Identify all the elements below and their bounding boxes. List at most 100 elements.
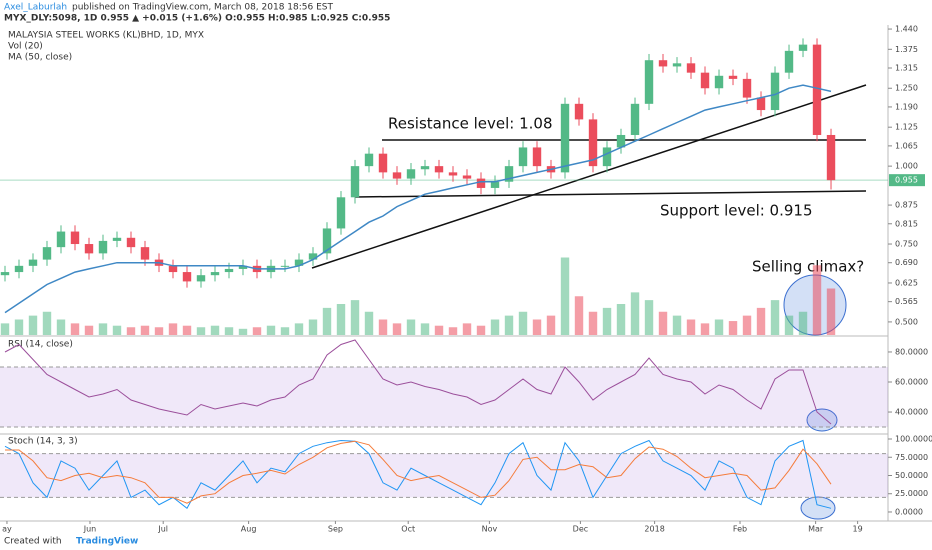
- x-tick-label: Nov: [482, 525, 498, 534]
- volume-bar: [252, 327, 262, 335]
- volume-bar: [490, 319, 500, 335]
- candle-body: [210, 272, 220, 276]
- last-price-label: 0.955: [895, 176, 918, 185]
- candle-body: [168, 265, 178, 273]
- candle-body: [476, 178, 486, 188]
- volume-bar: [658, 311, 668, 335]
- trend-line: [311, 84, 867, 269]
- volume-label: Vol (20): [8, 42, 43, 52]
- candle-body: [112, 237, 122, 241]
- candle-body: [448, 172, 458, 176]
- y-tick-label: 40.0000: [895, 408, 928, 417]
- volume-bar: [812, 265, 822, 335]
- volume-bar: [588, 311, 598, 335]
- author[interactable]: Axel_Laburlah: [4, 3, 67, 13]
- volume-bar: [560, 257, 570, 335]
- volume-bar: [798, 311, 808, 335]
- volume-bar: [322, 307, 332, 335]
- support-line: [354, 190, 867, 198]
- candle-body: [238, 265, 248, 269]
- stoch-line: [4, 439, 832, 510]
- volume-bar: [770, 300, 780, 335]
- x-tick-label: Oct: [401, 525, 415, 534]
- volume-bar: [728, 321, 738, 335]
- candle-body: [420, 166, 430, 170]
- candle-body: [826, 134, 836, 181]
- rsi-ellipse: [806, 408, 838, 432]
- volume-bar: [392, 323, 402, 335]
- stoch-label: Stoch (14, 3, 3): [8, 437, 78, 447]
- volume-bar: [280, 327, 290, 335]
- volume-bar: [70, 323, 80, 335]
- annotation: Support level: 0.915: [660, 202, 813, 220]
- volume-bar: [784, 315, 794, 335]
- candle-body: [504, 166, 514, 182]
- candle-body: [126, 237, 136, 248]
- candle-body: [742, 78, 752, 98]
- volume-bar: [700, 323, 710, 335]
- volume-bar: [112, 325, 122, 335]
- footer-created: Created with: [4, 537, 62, 547]
- volume-bar: [308, 319, 318, 335]
- volume-bar: [518, 311, 528, 335]
- volume-bar: [182, 325, 192, 335]
- candle-body: [630, 103, 640, 135]
- volume-bar: [210, 325, 220, 335]
- y-tick-label: 1.375: [895, 45, 918, 54]
- candle-body: [462, 175, 472, 179]
- y-tick-label: 1.315: [895, 63, 918, 72]
- y-tick-label: 80.0000: [895, 347, 928, 356]
- candle-body: [336, 197, 346, 229]
- last-price-badge: [889, 174, 925, 187]
- volume-bar: [168, 323, 178, 335]
- footer-brand[interactable]: TradingView: [76, 537, 138, 547]
- quote: MYX_DLY:5098, 1D 0.955 ▲ +0.015 (+1.6%) …: [4, 14, 390, 24]
- candle-body: [182, 272, 192, 282]
- y-tick-label: 1.065: [895, 141, 918, 150]
- volume-bar: [224, 327, 234, 335]
- candle-body: [28, 259, 38, 266]
- candle-body: [224, 268, 234, 273]
- volume-bar: [742, 315, 752, 335]
- stoch-ellipse: [800, 496, 836, 520]
- y-tick-label: 25.0000: [895, 489, 928, 498]
- y-tick-label: 0.0000: [895, 507, 923, 516]
- volume-bar: [350, 300, 360, 335]
- candle-body: [602, 147, 612, 167]
- volume-bar: [406, 319, 416, 335]
- candle-body: [308, 253, 318, 260]
- candle-body: [378, 153, 388, 173]
- candle-body: [532, 147, 542, 167]
- annotation: Selling climax?: [752, 258, 864, 276]
- candle-body: [350, 166, 360, 198]
- volume-bar: [532, 319, 542, 335]
- volume-bar: [714, 319, 724, 335]
- candle-body: [14, 265, 24, 273]
- candle-body: [392, 172, 402, 179]
- x-tick-label: Dec: [573, 525, 588, 534]
- candle-body: [728, 75, 738, 79]
- stoch-line: [5, 440, 832, 504]
- candle-body: [658, 60, 668, 67]
- y-tick-label: 0.690: [895, 258, 918, 267]
- volume-bar: [462, 323, 472, 335]
- candle-body: [756, 97, 766, 111]
- y-tick-label: 1.190: [895, 102, 918, 111]
- y-tick-label: 60.0000: [895, 377, 928, 386]
- volume-bar: [574, 296, 584, 335]
- x-tick-label: Feb: [733, 525, 747, 534]
- y-tick-label: 0.500: [895, 317, 918, 326]
- y-tick-label: 100.0000: [895, 435, 932, 444]
- candle-body: [686, 63, 696, 73]
- volume-bar: [294, 323, 304, 335]
- x-tick-label: Mar: [808, 525, 824, 534]
- x-tick-label: Jul: [157, 525, 168, 534]
- volume-bar: [140, 325, 150, 335]
- candle-body: [434, 166, 444, 173]
- volume-bar: [476, 325, 486, 335]
- volume-bar: [0, 323, 10, 335]
- candle-body: [812, 44, 822, 135]
- rsi-label: RSI (14, close): [8, 340, 73, 350]
- volume-bar: [504, 315, 514, 335]
